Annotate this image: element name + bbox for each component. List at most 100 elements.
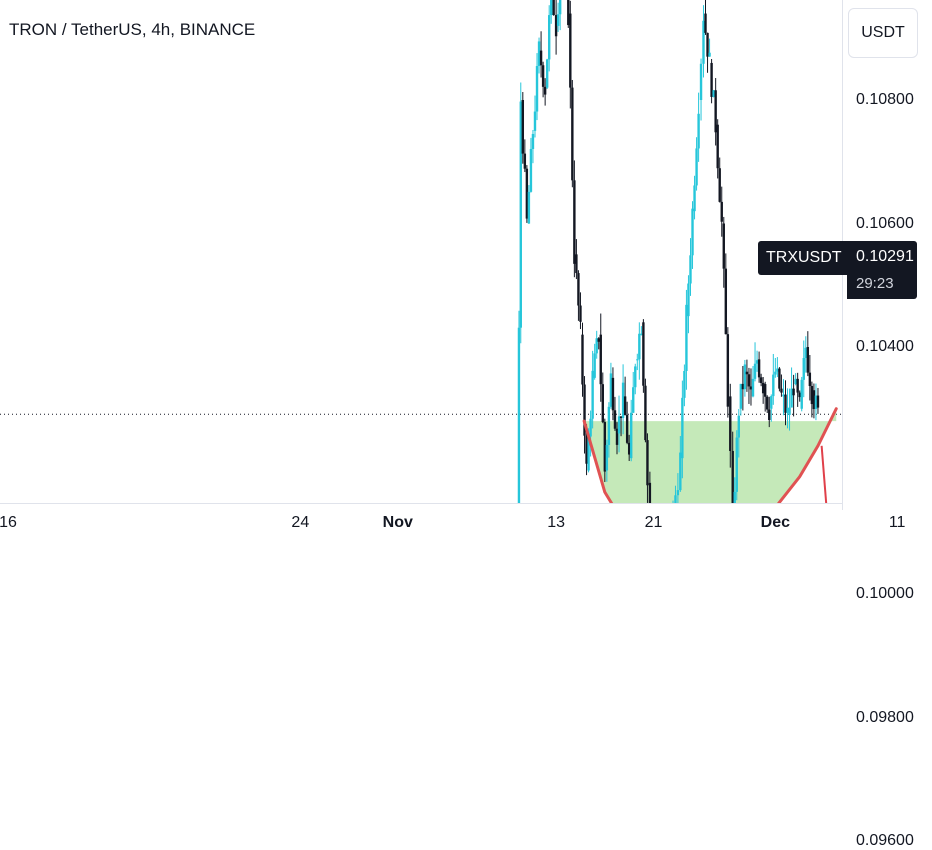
candle-body — [695, 148, 698, 186]
candle-body — [558, 0, 562, 15]
down-arrow-shaft — [820, 445, 828, 503]
candle-body — [599, 334, 602, 385]
candle-body — [761, 382, 765, 394]
candle-body — [794, 378, 797, 385]
candle-body — [575, 254, 578, 274]
candle-body — [763, 384, 767, 397]
candle-body — [808, 372, 812, 386]
candle-body — [747, 374, 751, 387]
candle-body — [585, 435, 588, 464]
candle-body — [632, 387, 635, 413]
candle-body — [525, 168, 529, 219]
candle-body — [537, 41, 541, 67]
candle-body — [595, 338, 598, 354]
candle-body — [786, 407, 789, 413]
candle-body — [804, 347, 807, 358]
candle-body — [646, 440, 649, 486]
time-tick-label: 21 — [644, 514, 663, 531]
candle-body — [554, 15, 558, 37]
candle-body — [539, 50, 543, 66]
candle-body — [702, 20, 705, 64]
candle-body — [685, 304, 688, 372]
price-plot[interactable] — [0, 0, 842, 503]
candle-body — [768, 409, 771, 421]
currency-button[interactable]: USDT — [848, 8, 918, 58]
candle-body — [556, 14, 560, 26]
candle-body — [814, 395, 818, 410]
candle-body — [712, 90, 715, 97]
candle-body — [691, 208, 694, 256]
candle-body — [569, 13, 572, 88]
candle-body — [597, 338, 600, 342]
candle-body — [733, 491, 736, 503]
time-tick-label: 24 — [291, 514, 310, 531]
candle-body — [552, 0, 555, 16]
candle-body — [587, 436, 590, 471]
candle-body — [581, 334, 584, 385]
candle-body — [617, 416, 621, 434]
candle-body — [755, 360, 759, 364]
candle-body — [743, 364, 747, 390]
candle-body — [634, 366, 637, 388]
rounded-bottom-zone — [584, 408, 837, 503]
candle-body — [609, 373, 613, 407]
candle-body — [816, 395, 820, 408]
candle-body — [529, 148, 533, 192]
candle-body — [541, 65, 545, 87]
candle-body — [642, 322, 645, 386]
candle-body — [644, 385, 647, 441]
candle-body — [676, 490, 680, 496]
candle-body — [693, 185, 696, 212]
candle-body — [800, 379, 803, 409]
candle-body — [589, 418, 592, 437]
candle-body — [630, 412, 633, 459]
candle-body — [547, 15, 551, 60]
candle-body — [780, 388, 783, 393]
candle-body — [790, 388, 793, 408]
candle-body — [708, 52, 711, 57]
price-tick-label: 0.09800 — [856, 708, 914, 726]
candle-body — [802, 357, 805, 380]
candle-body — [531, 133, 535, 149]
time-scale-divider — [0, 503, 842, 504]
candle-body — [798, 392, 801, 398]
candle-body — [615, 428, 619, 445]
currency-label: USDT — [861, 24, 905, 41]
candle-body — [753, 363, 757, 379]
time-tick-label: Dec — [760, 514, 791, 531]
candle-body — [714, 90, 717, 133]
candle-body — [613, 410, 617, 429]
candle-body — [784, 394, 787, 413]
candle-body — [681, 397, 684, 459]
candle-body — [593, 353, 596, 378]
candle-body — [550, 0, 553, 16]
time-tick-label: 13 — [547, 514, 565, 531]
candle-body — [543, 86, 547, 95]
candle-body — [679, 452, 682, 491]
candle-body — [806, 347, 810, 373]
candle-body — [623, 396, 627, 416]
candle-body — [591, 370, 594, 419]
candle-body — [716, 124, 719, 169]
candle-body — [741, 383, 745, 390]
candle-body — [745, 371, 749, 375]
candle-body — [577, 273, 580, 306]
candle-body — [697, 113, 700, 149]
price-tick-label: 0.10000 — [856, 585, 914, 602]
candle-body — [704, 13, 707, 33]
candle-body — [638, 333, 641, 360]
candle-body — [683, 371, 686, 398]
bar-countdown: 29:23 — [856, 275, 894, 292]
candle-body — [687, 283, 690, 317]
candle-body — [782, 394, 785, 397]
candle-body — [731, 450, 734, 503]
candle-body — [527, 191, 531, 224]
candle-body — [601, 384, 604, 423]
candle-body — [535, 66, 539, 112]
candle-body — [579, 305, 582, 322]
candle-body — [640, 333, 643, 335]
rounded-bottom-curve — [582, 407, 838, 503]
candle-body — [573, 180, 576, 264]
candle-body — [757, 359, 761, 378]
